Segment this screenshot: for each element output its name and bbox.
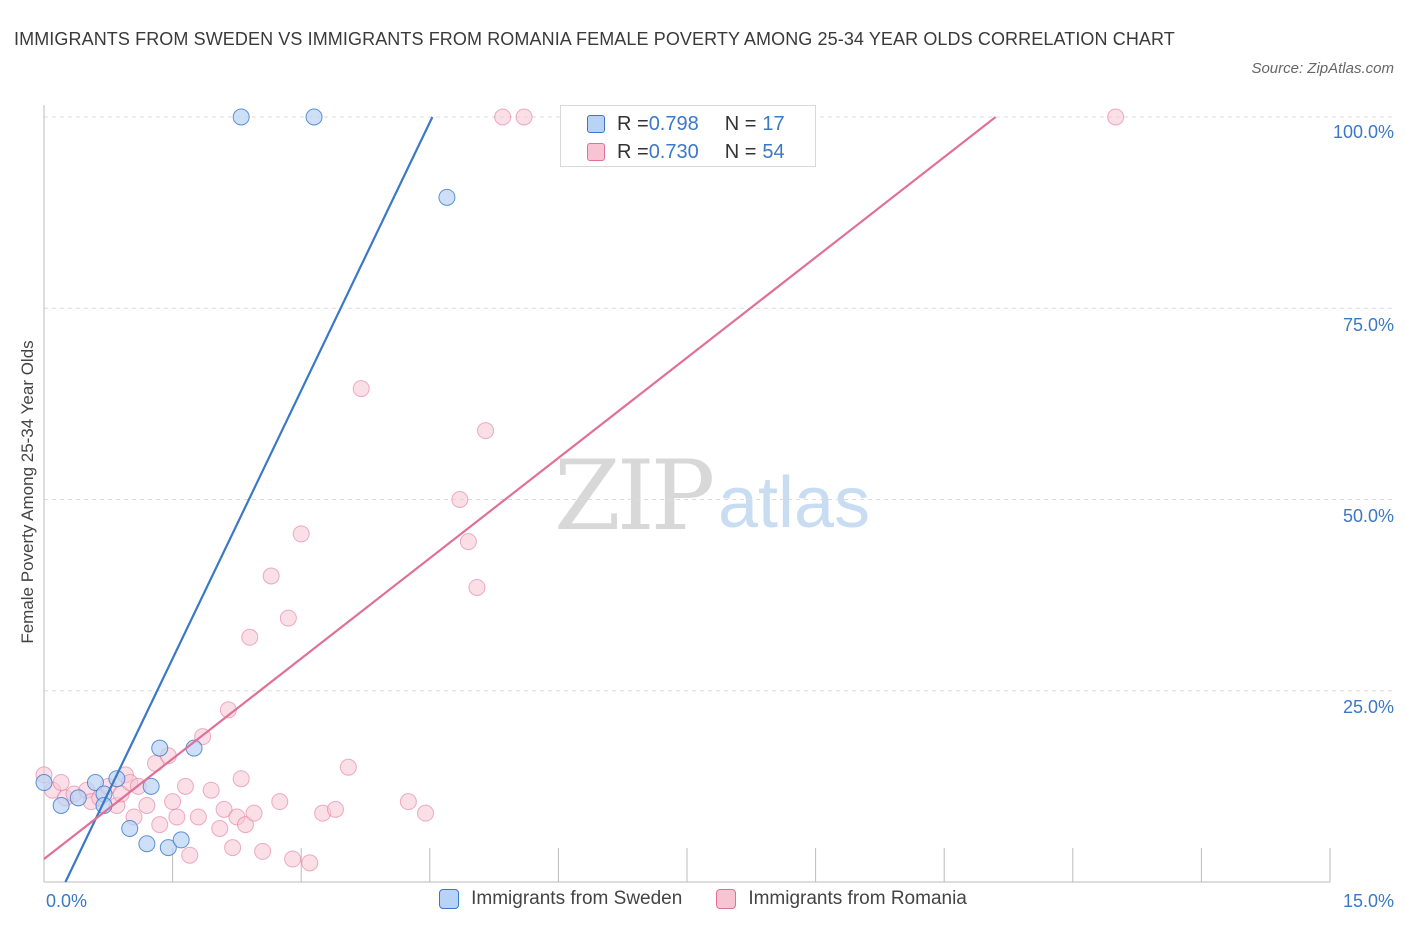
romania-point xyxy=(254,842,272,860)
romania-point xyxy=(202,781,220,799)
y-tick-label-100: 100.0% xyxy=(1332,122,1394,142)
romania-point xyxy=(176,777,194,795)
romania-point xyxy=(459,533,477,551)
sweden-point xyxy=(159,839,177,857)
romania-point xyxy=(326,800,344,818)
romania-point xyxy=(284,850,302,868)
chart-title: IMMIGRANTS FROM SWEDEN VS IMMIGRANTS FRO… xyxy=(14,29,1175,49)
sweden-point xyxy=(52,797,70,814)
source-label: Source: ZipAtlas.com xyxy=(1251,60,1394,77)
romania-trend-line xyxy=(43,116,997,860)
legend-row-romania: R = 0.730 N = 54 xyxy=(587,139,785,165)
romania-point xyxy=(1107,108,1125,126)
n-value: 54 xyxy=(762,140,785,163)
axes xyxy=(43,105,1331,883)
y-tick-label-50: 50.0% xyxy=(1342,506,1394,526)
romania-point xyxy=(241,628,259,646)
romania-swatch-icon xyxy=(587,143,605,161)
romania-point xyxy=(292,525,310,543)
romania-point xyxy=(151,816,169,834)
watermark-atlas: atlas xyxy=(718,463,871,543)
n-label: N = xyxy=(724,112,757,135)
legend-item-sweden[interactable]: Immigrants from Sweden xyxy=(439,888,682,910)
romania-point xyxy=(339,758,357,776)
legend-row-sweden: R = 0.798 N = 17 xyxy=(587,111,785,137)
n-label: N = xyxy=(724,140,757,163)
romania-point xyxy=(224,839,242,857)
romania-legend-icon xyxy=(716,889,737,909)
r-label: R = xyxy=(617,140,649,163)
romania-point xyxy=(279,609,297,627)
romania-point xyxy=(399,793,417,811)
y-tick-label-25: 25.0% xyxy=(1342,697,1394,717)
romania-point xyxy=(494,108,512,126)
romania-point xyxy=(211,819,229,837)
romania-point xyxy=(215,800,233,818)
sweden-point xyxy=(142,777,160,795)
romania-point xyxy=(164,793,182,811)
romania-point xyxy=(301,854,319,872)
romania-point xyxy=(189,808,207,826)
sweden-point xyxy=(305,108,323,126)
sweden-point xyxy=(138,835,156,853)
legend-label-romania: Immigrants from Romania xyxy=(748,888,967,909)
romania-point xyxy=(236,816,254,834)
series-legend: Immigrants from Sweden Immigrants from R… xyxy=(0,888,1406,910)
romania-point xyxy=(138,797,156,814)
watermark-zip: ZIP xyxy=(554,440,715,552)
sweden-point xyxy=(69,789,87,807)
sweden-point xyxy=(172,831,190,849)
romania-point xyxy=(352,380,370,398)
r-label: R = xyxy=(617,112,649,135)
correlation-legend: R = 0.798 N = 17 R = 0.730 N = 54 xyxy=(560,105,816,167)
n-value: 17 xyxy=(762,112,785,135)
sweden-point xyxy=(35,774,53,792)
romania-point xyxy=(468,578,486,596)
gridlines xyxy=(44,116,1395,692)
x-tick-label-min: 0.0% xyxy=(46,891,88,911)
series-sweden-points xyxy=(35,108,456,857)
trend-lines xyxy=(43,116,997,883)
sweden-legend-icon xyxy=(439,889,460,909)
sweden-trend-line xyxy=(64,116,434,883)
romania-point xyxy=(451,491,469,508)
legend-label-sweden: Immigrants from Sweden xyxy=(471,888,683,909)
sweden-point xyxy=(121,819,139,837)
romania-point xyxy=(515,108,533,126)
legend-item-romania[interactable]: Immigrants from Romania xyxy=(716,888,967,910)
sweden-point xyxy=(438,188,456,206)
romania-point xyxy=(271,793,289,811)
romania-point xyxy=(232,770,250,788)
romania-point xyxy=(245,804,263,822)
romania-point xyxy=(262,567,280,585)
r-value: 0.730 xyxy=(648,140,699,163)
sweden-point xyxy=(86,774,104,792)
sweden-point xyxy=(232,108,250,126)
series-romania-points xyxy=(35,108,1125,872)
romania-point xyxy=(181,846,199,864)
y-tick-label-75: 75.0% xyxy=(1342,315,1394,335)
romania-point xyxy=(168,808,186,826)
r-value: 0.798 xyxy=(648,112,699,135)
romania-point xyxy=(417,804,435,822)
sweden-point xyxy=(151,739,169,757)
x-tick-label-max: 15.0% xyxy=(1342,891,1394,911)
romania-point xyxy=(477,422,495,440)
sweden-swatch-icon xyxy=(587,115,605,133)
romania-point xyxy=(52,774,70,792)
